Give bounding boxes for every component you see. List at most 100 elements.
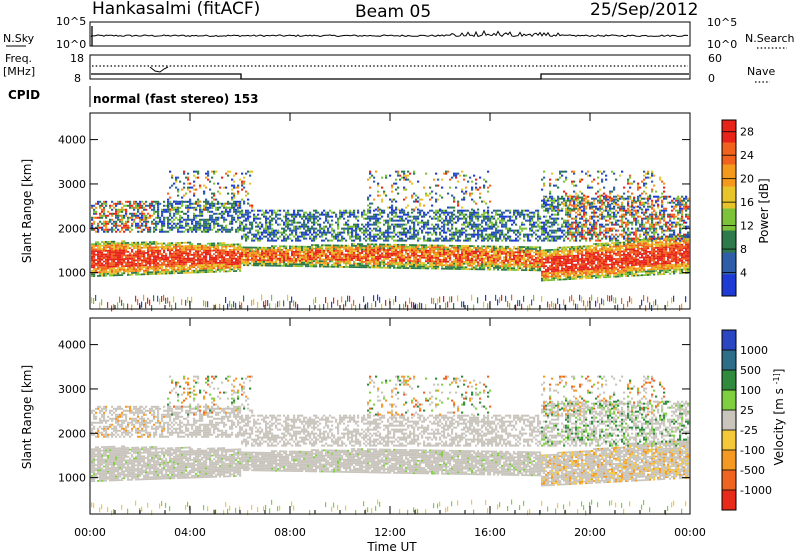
power-cell [461,199,463,201]
power-cell [373,261,375,263]
power-cell [291,249,293,251]
power-cell [437,298,438,304]
power-cell [303,214,305,216]
power-cell [111,250,113,252]
power-cell [111,262,113,264]
power-cell [381,210,383,212]
power-cell [233,185,235,187]
power-cell [133,247,135,249]
power-cell [261,259,263,261]
power-cell [389,232,391,234]
power-cell [273,265,275,267]
power-cell [245,250,247,252]
power-cell [313,236,315,238]
power-cell [137,217,139,219]
power-cell [157,203,159,205]
power-cell [93,254,95,256]
power-cell [153,262,155,264]
power-cell [117,302,118,308]
power-cell [389,228,391,230]
power-cell [209,250,211,252]
power-cell [183,213,185,215]
power-cell [259,249,261,251]
power-cell [99,268,101,270]
power-cell [91,247,93,249]
power-cell [327,240,329,242]
power-cell [287,263,289,265]
power-cell [295,251,297,253]
power-cell [235,258,237,260]
power-cell [157,246,159,248]
power-cell [127,242,129,244]
power-cell [303,246,305,248]
power-cell [405,232,407,234]
power-cell [247,259,249,261]
power-cell [413,248,415,250]
power-cell [305,248,307,250]
power-cell [151,255,153,257]
power-cell [313,214,315,216]
power-cell [199,247,201,249]
power-cell [305,264,307,266]
power-cell [117,229,119,231]
power-cell [461,247,463,249]
power-cell [345,212,347,214]
power-cell [407,262,409,264]
power-cell [477,268,479,270]
power-cell [337,226,339,228]
power-cell [151,266,153,268]
power-cell [157,253,159,255]
power-cell [417,181,419,183]
power-cell [169,215,171,217]
power-cell [481,238,483,240]
power-cell [335,214,337,216]
power-cell [205,207,207,209]
power-cell [157,264,159,266]
power-cell [471,220,473,222]
power-cell [229,267,231,269]
power-cell [383,251,385,253]
power-cell [325,260,327,262]
power-cell [349,210,351,212]
power-cell [103,215,105,217]
power-cell [373,254,375,256]
power-cell [305,224,307,226]
power-cell [143,215,145,217]
power-cell [395,209,397,211]
power-cell [397,232,399,234]
power-cell [203,207,205,209]
power-cell [143,225,145,227]
power-cell [173,183,175,185]
power-cell [487,240,489,242]
power-cell [195,231,197,233]
power-cell [215,244,217,246]
power-cell [351,243,353,245]
power-cell [217,242,219,244]
power-cell [293,214,295,216]
power-cell [117,246,119,248]
power-cell [143,243,145,245]
power-cell [377,220,379,222]
power-cell [391,205,393,207]
power-cell [135,247,137,249]
power-cell [357,216,359,218]
power-cell [243,264,245,266]
power-cell [277,301,278,307]
power-cell [107,231,109,233]
power-cell [245,236,247,238]
power-cell [319,232,321,234]
power-cell [315,228,317,230]
power-cell [161,225,163,227]
power-cell [459,259,461,261]
nave-tick-top: 60 [708,52,722,65]
power-cell [143,221,145,223]
power-cell [415,201,417,203]
power-cell [145,302,146,308]
power-cell [455,264,457,266]
power-cell [373,228,375,230]
power-cell [349,228,351,230]
power-cell [215,209,217,211]
power-cell [403,189,405,191]
power-cell [155,225,157,227]
power-cell [145,217,147,219]
